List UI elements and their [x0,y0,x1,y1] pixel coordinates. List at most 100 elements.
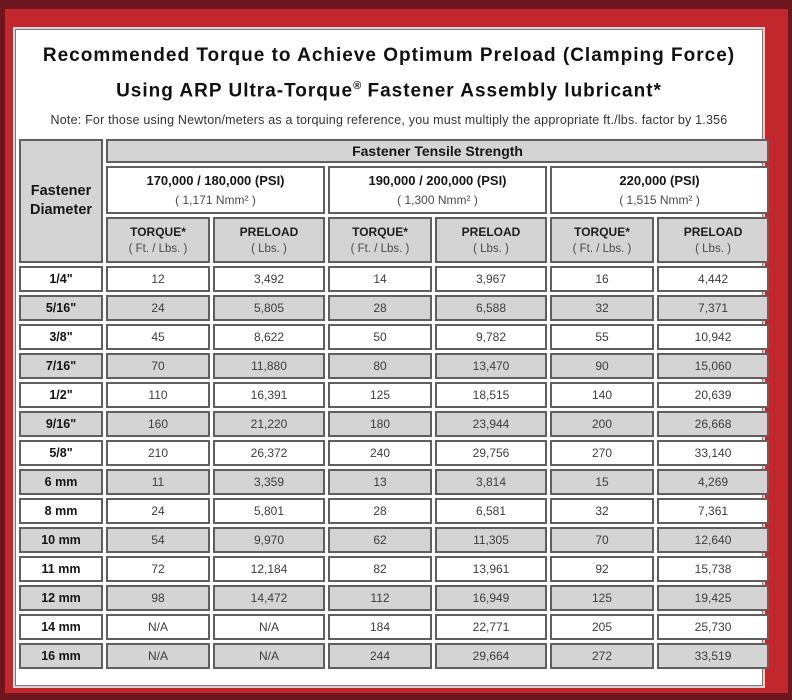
diameter-cell: 7/16" [19,353,103,380]
value-cell: 184 [328,614,432,641]
value-cell: 18,515 [435,382,547,409]
value-cell: 45 [106,324,210,351]
value-cell: 92 [550,556,654,583]
value-cell: 3,492 [213,266,325,293]
value-cell: 32 [550,295,654,322]
psi-group-3: 220,000 (PSI) ( 1,515 Nmm² ) [550,166,770,215]
fastener-diameter-line-2: Diameter [29,202,93,219]
value-cell: 12 [106,266,210,293]
value-cell: 62 [328,527,432,554]
value-cell: 90 [550,353,654,380]
diameter-cell: 10 mm [19,527,103,554]
diameter-cell: 3/8" [19,324,103,351]
value-cell: 32 [550,498,654,525]
tensile-strength-row: Fastener Diameter Fastener Tensile Stren… [19,139,770,264]
psi-group-row: 170,000 / 180,000 (PSI) ( 1,171 Nmm² ) 1… [19,166,770,215]
diameter-cell: 1/2" [19,382,103,409]
value-cell: 14 [328,266,432,293]
table-row: 5/8" 210 26,372 240 29,756 270 33,140 [19,440,770,467]
table-row: 6 mm 11 3,359 13 3,814 15 4,269 [19,469,770,496]
value-cell: 19,425 [657,585,770,612]
value-cell: 125 [328,382,432,409]
table-row: 1/4" 12 3,492 14 3,967 16 4,442 [19,266,770,293]
value-cell: 55 [550,324,654,351]
value-cell: 4,269 [657,469,770,496]
value-cell: 24 [106,498,210,525]
value-cell: 14,472 [213,585,325,612]
value-cell: 240 [328,440,432,467]
value-cell: 54 [106,527,210,554]
value-cell: 28 [328,498,432,525]
value-cell: 15 [550,469,654,496]
table-row: 10 mm 54 9,970 62 11,305 70 12,640 [19,527,770,554]
torque-column-header-1: TORQUE* ( Ft. / Lbs. ) [106,217,210,264]
value-cell: 7,361 [657,498,770,525]
diameter-cell: 5/16" [19,295,103,322]
value-cell: 70 [106,353,210,380]
table-row: 5/16" 24 5,805 28 6,588 32 7,371 [19,295,770,322]
value-cell: 16 [550,266,654,293]
torque-column-header-3: TORQUE* ( Ft. / Lbs. ) [550,217,654,264]
value-cell: 82 [328,556,432,583]
value-cell: N/A [213,614,325,641]
value-cell: 5,805 [213,295,325,322]
preload-column-header-3: PRELOAD ( Lbs. ) [657,217,770,264]
value-cell: 140 [550,382,654,409]
torque-table: Fastener Diameter Fastener Tensile Stren… [16,136,772,672]
value-cell: N/A [106,614,210,641]
title-line-2: Using ARP Ultra-Torque® Fastener Assembl… [16,71,762,106]
value-cell: 33,140 [657,440,770,467]
diameter-cell: 11 mm [19,556,103,583]
value-cell: 6,588 [435,295,547,322]
value-cell: N/A [213,643,325,670]
value-cell: 180 [328,411,432,438]
psi-group-1-nmm: ( 1,171 Nmm² ) [175,193,256,208]
diameter-cell: 16 mm [19,643,103,670]
value-cell: 15,060 [657,353,770,380]
psi-group-2: 190,000 / 200,000 (PSI) ( 1,300 Nmm² ) [328,166,547,215]
value-cell: 112 [328,585,432,612]
value-cell: 270 [550,440,654,467]
value-cell: N/A [106,643,210,670]
value-cell: 9,970 [213,527,325,554]
table-body: 1/4" 12 3,492 14 3,967 16 4,442 5/16" 24 5,805 28 6… [19,266,770,670]
torque-unit: ( Ft. / Lbs. ) [572,243,632,256]
value-cell: 23,944 [435,411,547,438]
diameter-cell: 8 mm [19,498,103,525]
value-cell: 70 [550,527,654,554]
column-header-row: TORQUE* ( Ft. / Lbs. ) PRELOAD ( Lbs. ) … [19,217,770,264]
document-card: Recommended Torque to Achieve Optimum Pr… [15,29,770,686]
value-cell: 3,967 [435,266,547,293]
psi-group-1-label: 170,000 / 180,000 (PSI) [146,173,285,189]
value-cell: 28 [328,295,432,322]
value-cell: 24 [106,295,210,322]
table-row: 7/16" 70 11,880 80 13,470 90 15,060 [19,353,770,380]
value-cell: 205 [550,614,654,641]
value-cell: 15,738 [657,556,770,583]
psi-group-3-label: 220,000 (PSI) [619,173,700,189]
page-title: Recommended Torque to Achieve Optimum Pr… [16,41,762,106]
value-cell: 21,220 [213,411,325,438]
torque-label: TORQUE* [352,225,408,240]
diameter-cell: 9/16" [19,411,103,438]
title-line-2-post: Fastener Assembly lubricant* [361,80,662,102]
torque-label: TORQUE* [574,225,630,240]
value-cell: 26,668 [657,411,770,438]
table-row: 16 mm N/A N/A 244 29,664 272 33,519 [19,643,770,670]
diameter-cell: 5/8" [19,440,103,467]
value-cell: 16,391 [213,382,325,409]
value-cell: 210 [106,440,210,467]
value-cell: 13,470 [435,353,547,380]
torque-unit: ( Ft. / Lbs. ) [128,243,188,256]
fastener-diameter-header: Fastener Diameter [19,139,103,264]
value-cell: 16,949 [435,585,547,612]
title-line-2-pre: Using ARP Ultra-Torque [116,80,354,102]
torque-unit: ( Ft. / Lbs. ) [350,243,410,256]
table-row: 9/16" 160 21,220 180 23,944 200 26,668 [19,411,770,438]
value-cell: 3,359 [213,469,325,496]
table-row: 3/8" 45 8,622 50 9,782 55 10,942 [19,324,770,351]
diameter-cell: 1/4" [19,266,103,293]
value-cell: 12,184 [213,556,325,583]
title-line-1: Recommended Torque to Achieve Optimum Pr… [42,45,736,66]
